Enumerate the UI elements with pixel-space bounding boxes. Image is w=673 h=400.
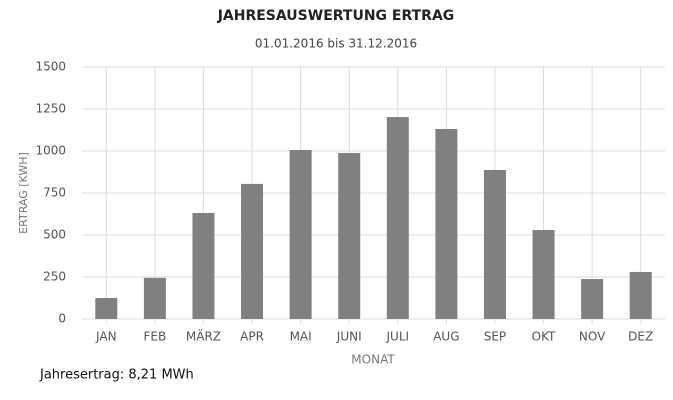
bar: [192, 212, 215, 319]
annotation: Jahresertrag: 8,21 MWh: [39, 368, 194, 383]
y-axis-label: ERTRAG [KWH]: [17, 152, 30, 234]
x-tick-label: APR: [240, 330, 264, 344]
x-tick-label: OKT: [532, 330, 556, 344]
y-tick-label: 1250: [35, 102, 66, 116]
chart-subtitle: 01.01.2016 bis 31.12.2016: [255, 37, 417, 51]
x-tick-label: JULI: [386, 330, 410, 344]
bar: [483, 169, 506, 319]
x-tick-label: JAN: [95, 330, 117, 344]
bar: [386, 117, 409, 320]
y-tick-label: 1000: [35, 144, 66, 158]
chart-title: JAHRESAUSWERTUNG ERTRAG: [217, 8, 455, 24]
x-tick-label: AUG: [433, 330, 459, 344]
bar: [629, 271, 652, 319]
x-tick-label: JUNI: [336, 330, 362, 344]
x-tick-label: DEZ: [628, 330, 653, 344]
x-tick-label: MÄRZ: [186, 329, 221, 344]
bar: [241, 183, 264, 319]
bar: [581, 279, 604, 319]
y-tick-label: 1500: [35, 60, 66, 74]
x-tick-label: FEB: [144, 330, 167, 344]
y-tick-label: 750: [43, 186, 66, 200]
x-tick-label: MAI: [290, 330, 312, 344]
x-axis-label: MONAT: [351, 353, 395, 367]
y-tick-label: 250: [43, 270, 66, 284]
y-tick-label: 500: [43, 228, 66, 242]
bar: [95, 298, 118, 319]
bar: [338, 153, 361, 319]
bar: [289, 149, 312, 319]
x-tick-label: SEP: [484, 330, 506, 344]
bar: [143, 277, 166, 319]
bar: [532, 229, 555, 319]
x-tick-label: NOV: [579, 330, 606, 344]
y-tick-label: 0: [58, 312, 66, 326]
bar: [435, 128, 458, 319]
